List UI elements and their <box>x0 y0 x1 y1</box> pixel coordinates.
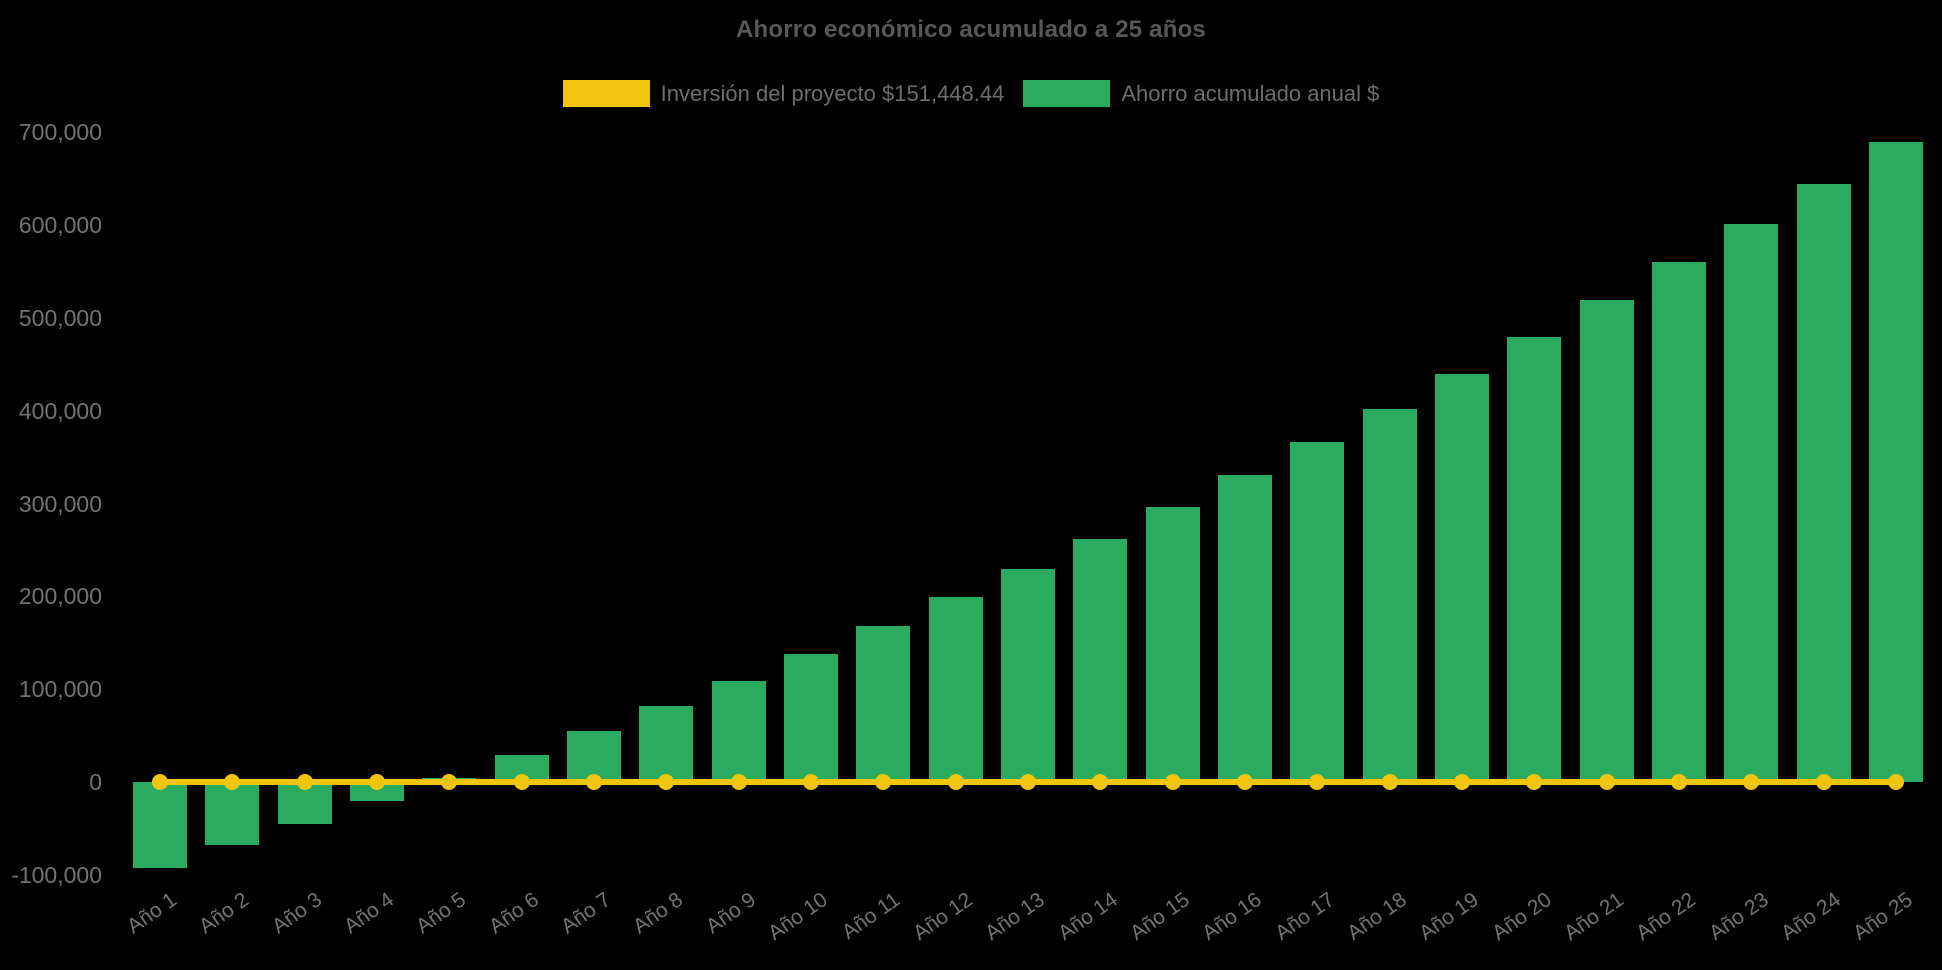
x-axis-label-ano-5: Año 5 <box>412 888 471 939</box>
x-axis-label-ano-17: Año 17 <box>1270 888 1339 946</box>
bar-ano-21 <box>1579 300 1634 782</box>
x-axis-label-ano-4: Año 4 <box>340 888 399 939</box>
line-point-ano-11 <box>875 774 892 790</box>
legend-item-investment[interactable]: Inversión del proyecto $151,448.44 <box>562 80 1005 107</box>
line-point-ano-21 <box>1598 774 1615 790</box>
x-axis-label-ano-6: Año 6 <box>484 888 543 939</box>
line-point-ano-22 <box>1670 774 1687 790</box>
bar-ano-11 <box>856 626 911 782</box>
x-axis-label-ano-1: Año 1 <box>123 888 182 939</box>
x-axis-label-ano-16: Año 16 <box>1198 888 1267 946</box>
x-axis-label-ano-25: Año 25 <box>1849 888 1918 946</box>
chart-legend: Inversión del proyecto $151,448.44 Ahorr… <box>0 80 1942 107</box>
line-point-ano-4 <box>368 774 385 790</box>
bar-ano-18 <box>1362 408 1417 782</box>
x-axis-label-ano-22: Año 22 <box>1632 888 1701 946</box>
x-axis-label-ano-20: Año 20 <box>1487 888 1556 946</box>
line-point-ano-7 <box>585 774 602 790</box>
line-point-ano-15 <box>1164 774 1181 790</box>
bar-ano-2 <box>205 782 260 846</box>
bar-ano-22 <box>1651 262 1706 782</box>
bar-ano-7 <box>566 730 621 782</box>
line-point-ano-16 <box>1236 774 1253 790</box>
bar-ano-14 <box>1073 538 1128 782</box>
bar-ano-4 <box>349 782 404 802</box>
y-axis-tick-label: -100,000 <box>11 861 102 888</box>
y-axis-tick-label: 0 <box>89 769 102 795</box>
line-point-ano-9 <box>730 774 747 790</box>
bar-ano-13 <box>1000 568 1055 782</box>
bar-ano-8 <box>639 705 694 782</box>
legend-label-investment: Inversión del proyecto $151,448.44 <box>660 80 1005 106</box>
bar-ano-24 <box>1796 184 1851 782</box>
x-axis-label-ano-12: Año 12 <box>909 888 977 946</box>
line-point-ano-23 <box>1743 774 1760 790</box>
legend-swatch-investment <box>562 80 650 107</box>
x-axis-label-ano-10: Año 10 <box>764 888 833 946</box>
line-point-ano-13 <box>1019 774 1036 790</box>
x-axis-label-ano-3: Año 3 <box>267 888 326 939</box>
line-point-ano-19 <box>1453 774 1470 790</box>
line-point-ano-8 <box>658 774 675 790</box>
line-point-ano-6 <box>513 774 530 790</box>
x-axis-label-ano-13: Año 13 <box>981 888 1050 946</box>
bar-ano-23 <box>1724 224 1779 782</box>
line-point-ano-17 <box>1309 774 1326 790</box>
line-point-ano-14 <box>1092 774 1109 790</box>
line-point-ano-25 <box>1887 774 1904 790</box>
bar-ano-20 <box>1507 337 1562 782</box>
x-axis-label-ano-23: Año 23 <box>1704 888 1773 946</box>
line-point-ano-2 <box>224 774 241 790</box>
bar-ano-1 <box>133 782 187 869</box>
bar-ano-17 <box>1290 442 1345 782</box>
y-axis-tick-label: 100,000 <box>18 676 102 703</box>
line-point-ano-5 <box>441 774 458 790</box>
y-axis-tick-label: 600,000 <box>18 212 102 239</box>
bar-ano-10 <box>783 653 838 782</box>
bar-ano-15 <box>1145 507 1200 782</box>
bar-ano-16 <box>1217 474 1272 782</box>
x-axis-label-ano-8: Año 8 <box>629 888 688 939</box>
x-axis-label-ano-14: Año 14 <box>1053 888 1122 946</box>
y-axis-tick-label: 700,000 <box>18 119 102 146</box>
line-point-ano-3 <box>296 774 313 790</box>
bar-ano-9 <box>711 680 766 782</box>
x-axis-label-ano-21: Año 21 <box>1560 888 1628 946</box>
y-axis-tick-label: 300,000 <box>18 490 102 517</box>
legend-swatch-savings <box>1023 80 1111 107</box>
legend-item-savings[interactable]: Ahorro acumulado anual $ <box>1023 80 1379 107</box>
line-point-ano-20 <box>1526 774 1543 790</box>
bar-ano-12 <box>928 597 983 782</box>
line-point-ano-1 <box>152 774 168 790</box>
line-point-ano-24 <box>1815 774 1832 790</box>
x-axis-label-ano-19: Año 19 <box>1415 888 1484 946</box>
y-axis-tick-label: 500,000 <box>18 305 102 331</box>
x-axis-label-ano-18: Año 18 <box>1343 888 1411 946</box>
line-point-ano-18 <box>1381 774 1398 790</box>
x-axis-label-ano-15: Año 15 <box>1126 888 1194 946</box>
legend-label-savings: Ahorro acumulado anual $ <box>1121 80 1380 106</box>
line-point-ano-12 <box>947 774 964 790</box>
line-point-ano-10 <box>802 774 819 790</box>
x-axis-label-ano-2: Año 2 <box>195 888 254 939</box>
x-axis-label-ano-24: Año 24 <box>1777 888 1845 946</box>
x-axis-label-ano-9: Año 9 <box>701 888 760 939</box>
bar-ano-25 <box>1868 141 1923 782</box>
y-axis-tick-label: 400,000 <box>18 397 102 424</box>
bar-ano-19 <box>1434 373 1489 782</box>
x-axis-label-ano-7: Año 7 <box>557 888 616 939</box>
y-axis-tick-label: 200,000 <box>18 583 102 610</box>
chart-title: Ahorro económico acumulado a 25 años <box>736 16 1206 43</box>
x-axis-label-ano-11: Año 11 <box>838 888 905 945</box>
